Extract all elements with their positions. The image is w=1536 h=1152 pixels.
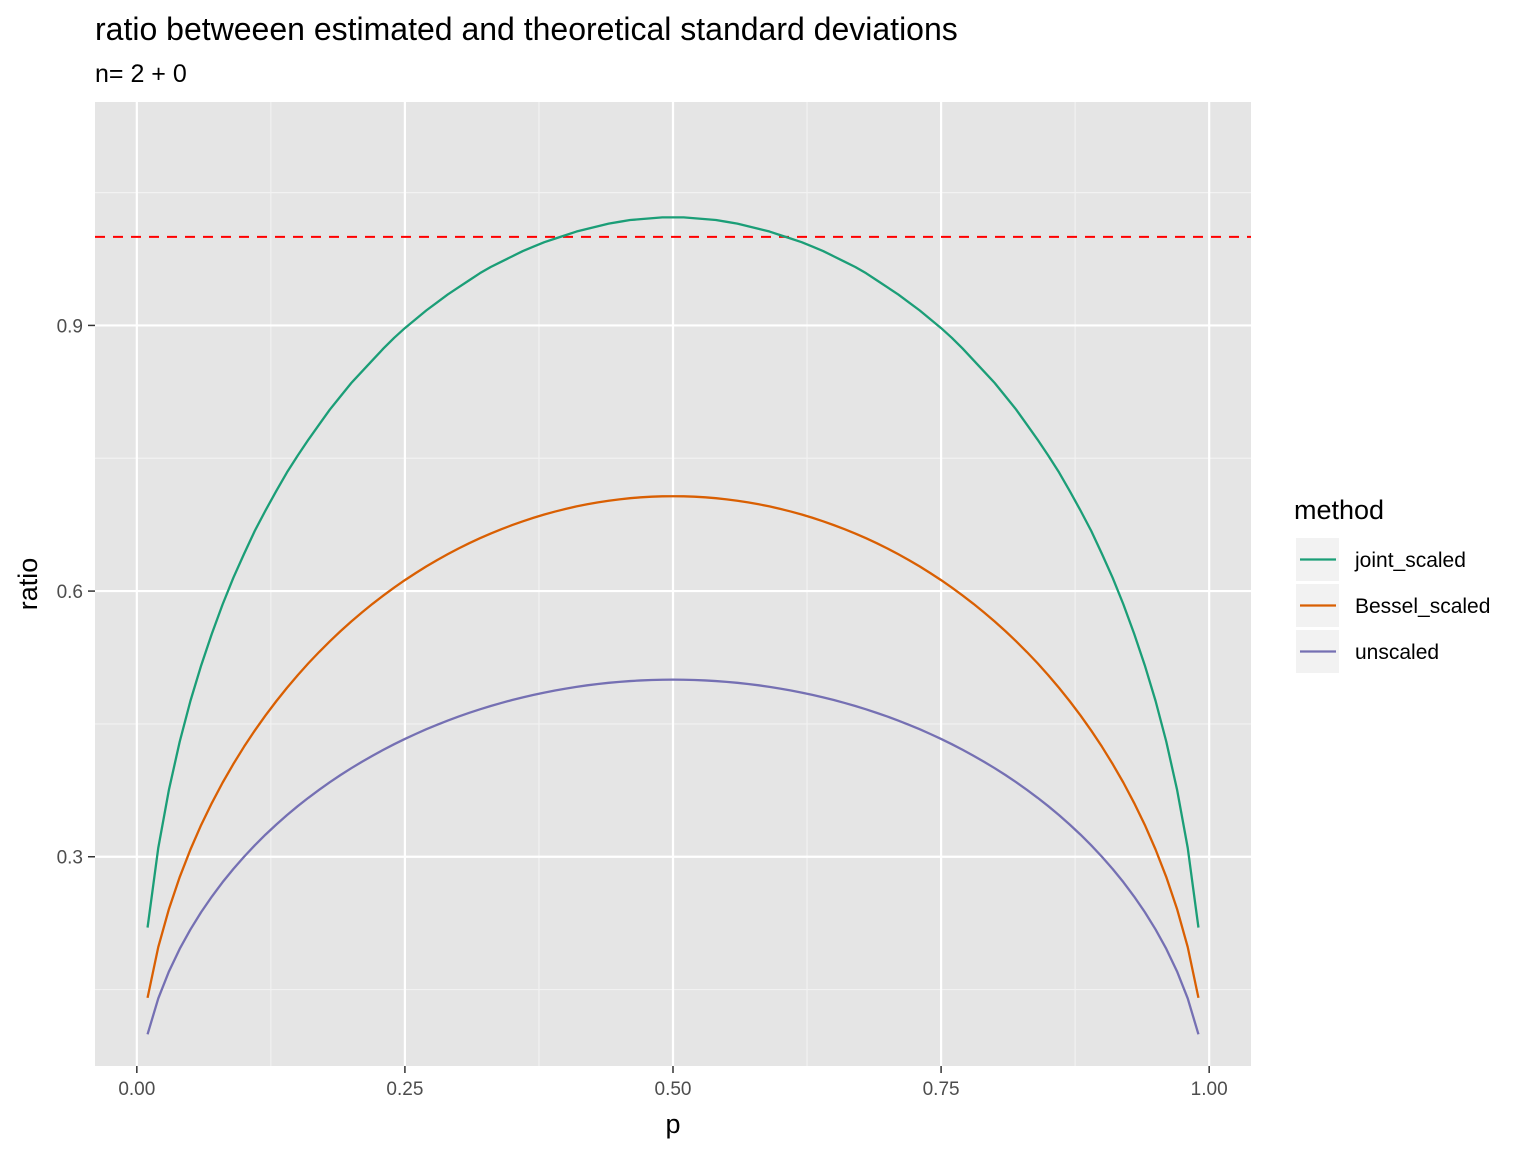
legend-label-unscaled: unscaled	[1355, 641, 1439, 664]
y-axis: 0.3 0.6 0.9	[57, 316, 95, 869]
legend: method joint_scaled Bessel_scaled unscaled	[1294, 495, 1490, 673]
series-line-unscaled	[146, 678, 1200, 1035]
x-tick-label: 0.25	[386, 1079, 423, 1100]
y-axis-title: ratio	[13, 558, 43, 611]
y-tick-label: 0.9	[57, 316, 83, 337]
y-tick-label: 0.3	[57, 848, 83, 869]
chart-subtitle: n= 2 + 0	[95, 60, 187, 88]
x-tick-label: 0.00	[118, 1079, 155, 1100]
x-tick-label: 0.75	[923, 1079, 960, 1100]
series-line-joint_scaled	[146, 216, 1200, 928]
major-gridlines	[95, 102, 1251, 1066]
legend-label-joint_scaled: joint_scaled	[1354, 549, 1466, 572]
series-line-Bessel_scaled	[146, 495, 1200, 999]
x-axis: 0.00 0.25 0.50 0.75 1.00	[118, 1066, 1228, 1100]
legend-label-Bessel_scaled: Bessel_scaled	[1355, 595, 1490, 618]
chart-title: ratio betweeen estimated and theoretical…	[95, 11, 958, 47]
x-tick-label: 0.50	[655, 1079, 692, 1100]
x-tick-label: 1.00	[1191, 1079, 1228, 1100]
series-layer	[146, 216, 1200, 1035]
legend-title: method	[1294, 495, 1384, 525]
x-axis-title: p	[665, 1109, 680, 1139]
y-tick-label: 0.6	[57, 582, 83, 603]
